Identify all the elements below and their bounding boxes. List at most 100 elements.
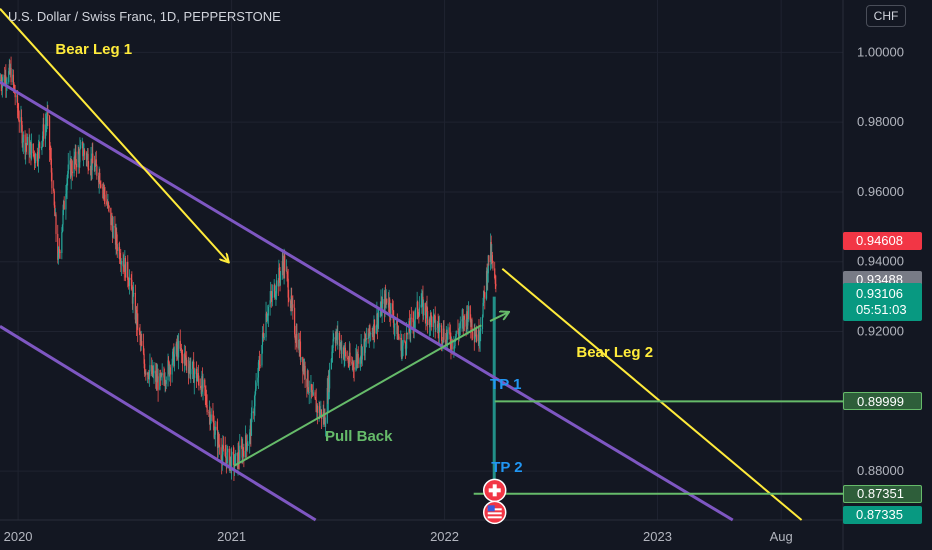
candle-body [86,155,88,160]
candle-body [77,151,79,168]
candle-body [414,319,416,323]
candle-body [37,143,40,162]
candle-body [14,93,16,98]
candle-body [240,445,243,447]
currency-button[interactable]: CHF [866,5,906,27]
candle-body [143,353,145,364]
candle-body [41,136,44,141]
candle-body [193,361,195,383]
candle-body [214,434,216,438]
candle-body [281,261,283,273]
candle-body [47,112,49,116]
candle-body [226,452,228,467]
high-price-tag: 0.94608 [843,231,922,250]
candle-body [238,452,240,460]
candle-body [218,434,220,445]
candle-body [134,292,136,320]
candle-body [48,115,51,151]
candle-body [205,396,208,405]
candle-body [16,95,19,109]
candle-body [204,379,206,388]
candle-body [420,304,422,308]
candle-body [369,325,371,334]
candle-body [487,255,489,274]
channel-lower [0,325,317,522]
candles [0,56,497,481]
candle-body [40,147,43,149]
candle-body [270,293,272,296]
candle-body [404,342,407,349]
candle-body [308,392,310,393]
candle-body [61,232,63,253]
candle-body [212,420,215,424]
candle-body [382,298,384,304]
annotation-bear-leg-2: Bear Leg 2 [576,344,654,362]
candle-body [6,82,8,85]
candle-body [232,451,234,455]
candle-body [222,445,224,455]
candle-body [95,159,97,166]
tp1-price-tag: 0.89999 [843,392,922,411]
candle-body [329,368,331,389]
candle-body [65,190,68,194]
candle-body [312,392,314,396]
candle-body [110,207,112,225]
candle-body [442,340,444,342]
candle-body [53,188,55,192]
candle-body [343,354,345,359]
candle-body [108,205,110,208]
pullback-arrow [489,312,508,322]
candle-body [287,273,289,279]
candle-body [179,340,181,349]
candle-body [79,148,81,163]
candle-body [292,304,294,308]
y-tick-label: 0.92000 [857,324,904,339]
candle-body [99,173,101,184]
candle-body [183,354,185,364]
candle-body [33,154,36,161]
candle-body [482,302,484,317]
candle-body [53,191,55,206]
grid [0,0,843,520]
candle-body [99,183,101,185]
candle-body [430,312,432,317]
candle-body [278,267,280,287]
candle-body [163,373,165,378]
candle-body [255,382,257,390]
candle-body [66,177,68,191]
candle-body [26,136,29,146]
candle-body [75,163,78,168]
candle-body [284,255,286,271]
candle-body [259,360,261,365]
candle-body [274,296,276,298]
candle-body [308,389,310,393]
candle-body [44,124,47,139]
candle-body [393,319,395,328]
candle-body [161,373,163,376]
candle-body [422,303,425,316]
candle-body [481,316,484,329]
candle-body [478,329,480,344]
candle-body [75,151,77,164]
candle-body [50,155,52,159]
candle-body [432,316,435,328]
candle-body [467,306,470,319]
candle-body [5,75,7,87]
candle-body [32,143,34,154]
candle-body [2,75,4,81]
candle-body [218,444,220,448]
candle-body [197,373,199,379]
candle-body [324,422,327,427]
candle-body [194,368,196,375]
candle-body [184,355,187,361]
candle-body [242,448,244,458]
candle-body [152,373,155,376]
candle-body [92,153,94,164]
candle-body [73,157,75,174]
us-flag-icon [482,500,507,525]
annotation-pull-back: Pull Back [324,427,393,445]
last-price-tag-value: 0.93106 [856,285,903,301]
candle-body [266,313,268,321]
candle-body [111,218,113,226]
